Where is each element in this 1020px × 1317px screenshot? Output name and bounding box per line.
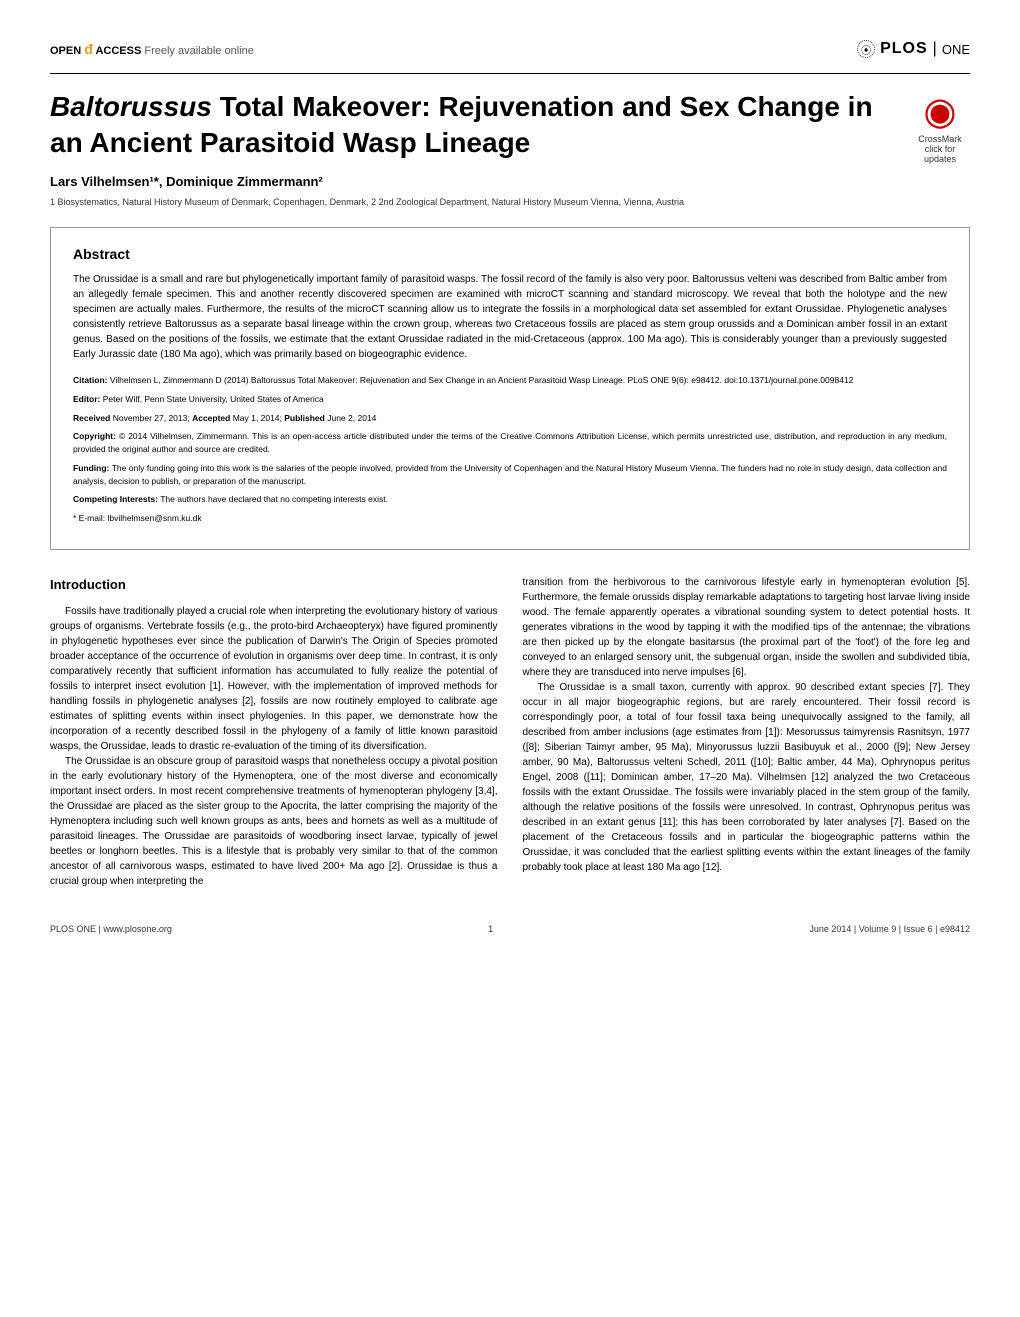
left-column: Introduction Fossils have traditionally …	[50, 575, 498, 890]
competing-label: Competing Interests:	[73, 494, 158, 504]
abstract-heading: Abstract	[73, 246, 947, 262]
footer-page-number: 1	[488, 924, 493, 934]
funding-text: The only funding going into this work is…	[73, 463, 947, 486]
published-label: Published	[284, 413, 325, 423]
accepted-label: Accepted	[192, 413, 230, 423]
plos-text: PLOS	[880, 40, 928, 58]
intro-paragraph-4: The Orussidae is a small taxon, currentl…	[523, 680, 971, 875]
plos-one-text: ONE	[942, 42, 970, 57]
article-title: Baltorussus Total Makeover: Rejuvenation…	[50, 89, 890, 162]
plos-divider: |	[933, 40, 937, 58]
intro-paragraph-3: transition from the herbivorous to the c…	[523, 575, 971, 680]
authors: Lars Vilhelmsen¹*, Dominique Zimmermann²	[50, 174, 970, 189]
competing-text: The authors have declared that no compet…	[158, 494, 388, 504]
published-text: June 2, 2014	[325, 413, 377, 423]
crossmark-sublabel: click for updates	[910, 144, 970, 164]
crossmark-icon: ◉	[910, 89, 970, 134]
title-italic: Baltorussus	[50, 91, 212, 122]
title-section: Baltorussus Total Makeover: Rejuvenation…	[50, 89, 970, 164]
top-bar: OPEN ᵭ ACCESS Freely available online ⦿ …	[50, 40, 970, 58]
email-meta: * E-mail: lbvilhelmsen@snm.ku.dk	[73, 512, 947, 525]
open-access-tagline: Freely available online	[144, 45, 253, 57]
footer-right: June 2014 | Volume 9 | Issue 6 | e98412	[809, 924, 970, 934]
footer-left: PLOS ONE | www.plosone.org	[50, 924, 172, 934]
email-label: * E-mail:	[73, 513, 105, 523]
introduction-heading: Introduction	[50, 575, 498, 595]
journal-logo: ⦿ PLOS | ONE	[857, 40, 970, 58]
open-access-icon: ᵭ	[84, 41, 93, 57]
body-columns: Introduction Fossils have traditionally …	[50, 575, 970, 890]
abstract-box: Abstract The Orussidae is a small and ra…	[50, 227, 970, 550]
page-footer: PLOS ONE | www.plosone.org 1 June 2014 |…	[50, 919, 970, 934]
received-text: November 27, 2013;	[110, 413, 192, 423]
crossmark-label: CrossMark	[910, 134, 970, 144]
abstract-text: The Orussidae is a small and rare but ph…	[73, 272, 947, 362]
editor-text: Peter Wilf, Penn State University, Unite…	[100, 394, 323, 404]
editor-label: Editor:	[73, 394, 100, 404]
copyright-label: Copyright:	[73, 431, 116, 441]
open-access-label: OPEN	[50, 45, 81, 57]
citation-text: Vilhelmsen L, Zimmermann D (2014) Baltor…	[107, 375, 853, 385]
affiliations: 1 Biosystematics, Natural History Museum…	[50, 197, 970, 207]
header-divider	[50, 73, 970, 74]
plos-icon: ⦿	[857, 40, 875, 58]
competing-meta: Competing Interests: The authors have de…	[73, 493, 947, 506]
access-label: ACCESS	[95, 45, 141, 57]
funding-meta: Funding: The only funding going into thi…	[73, 462, 947, 488]
intro-paragraph-1: Fossils have traditionally played a cruc…	[50, 604, 498, 754]
open-access-badge: OPEN ᵭ ACCESS Freely available online	[50, 41, 254, 57]
copyright-text: © 2014 Vilhelmsen, Zimmermann. This is a…	[73, 431, 947, 454]
email-text: lbvilhelmsen@snm.ku.dk	[105, 513, 202, 523]
funding-label: Funding:	[73, 463, 109, 473]
accepted-text: May 1, 2014;	[230, 413, 284, 423]
intro-paragraph-2: The Orussidae is an obscure group of par…	[50, 754, 498, 889]
right-column: transition from the herbivorous to the c…	[523, 575, 971, 890]
received-label: Received	[73, 413, 110, 423]
copyright-meta: Copyright: © 2014 Vilhelmsen, Zimmermann…	[73, 430, 947, 456]
crossmark-badge[interactable]: ◉ CrossMark click for updates	[910, 89, 970, 164]
citation-label: Citation:	[73, 375, 107, 385]
editor-meta: Editor: Peter Wilf, Penn State Universit…	[73, 393, 947, 406]
citation-meta: Citation: Vilhelmsen L, Zimmermann D (20…	[73, 374, 947, 387]
dates-meta: Received November 27, 2013; Accepted May…	[73, 412, 947, 425]
